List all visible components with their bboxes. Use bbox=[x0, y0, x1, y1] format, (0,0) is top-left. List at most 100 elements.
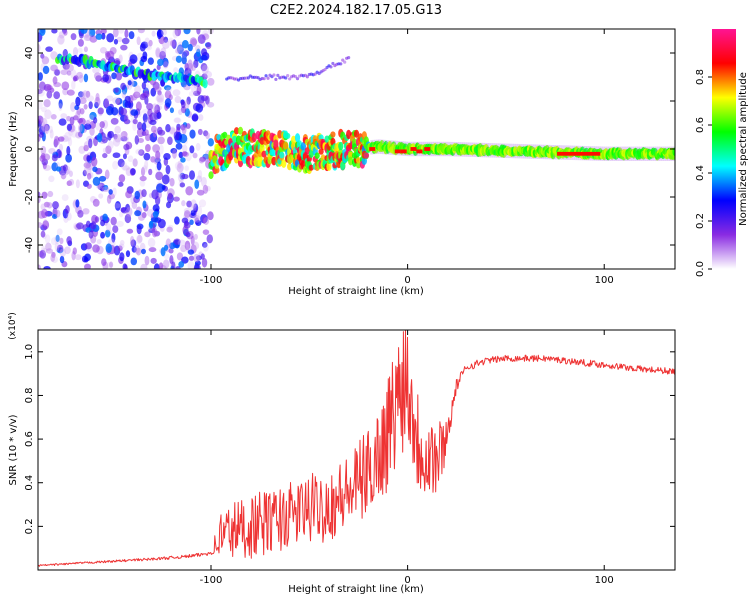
spectrogram-cell bbox=[66, 123, 73, 132]
spectrogram-cell bbox=[143, 152, 151, 161]
spectrogram-cell bbox=[119, 211, 124, 218]
spectrogram-cell bbox=[140, 248, 146, 255]
spectrogram-cell bbox=[65, 64, 74, 72]
spectrogram-cell bbox=[363, 152, 369, 159]
spectrogram-cell bbox=[96, 132, 103, 143]
spectrogram-cell bbox=[201, 258, 208, 268]
spectrogram-cell bbox=[300, 141, 307, 152]
spectrogram-cell bbox=[180, 157, 186, 163]
snr-panel: -100 0 100 0.2 0.4 0.6 0.8 1.0 Height of strai… bbox=[8, 312, 676, 595]
spectrogram-cell bbox=[65, 153, 72, 163]
spectrogram-cell bbox=[197, 205, 203, 216]
spectrogram-cell bbox=[86, 119, 91, 126]
spectrogram-cell bbox=[262, 77, 266, 81]
spectrogram-cell bbox=[55, 209, 61, 218]
spectrogram-cell bbox=[187, 43, 193, 52]
spectrogram-cell bbox=[43, 164, 52, 171]
snr-series-line bbox=[38, 330, 675, 567]
spectrogram-cell bbox=[108, 189, 113, 195]
spectrogram-cell bbox=[152, 103, 158, 113]
spectrogram-cell bbox=[195, 103, 204, 113]
spectrogram-cell bbox=[197, 34, 206, 45]
spectrogram-cell bbox=[106, 223, 112, 232]
spectrogram-cell bbox=[174, 161, 183, 171]
spectrogram-cell bbox=[177, 44, 184, 55]
spectrogram-cell bbox=[126, 228, 134, 234]
spectrogram-cell bbox=[77, 124, 83, 133]
spectrogram-cell bbox=[283, 141, 289, 150]
spectrogram-cell bbox=[48, 175, 55, 183]
spectrogram-cell bbox=[181, 50, 188, 59]
spectrogram-cell bbox=[194, 215, 201, 223]
spectrogram-cell bbox=[38, 191, 41, 198]
spectrogram-cell bbox=[124, 29, 129, 38]
spectrogram-cell bbox=[144, 255, 150, 266]
spectrogram-cell bbox=[206, 101, 215, 108]
spectrogram-cell bbox=[173, 117, 182, 124]
spectrogram-cell bbox=[138, 149, 145, 156]
spectrogram-cell bbox=[101, 186, 110, 193]
spectrogram-cell bbox=[174, 95, 182, 104]
spectrogram-cell bbox=[83, 34, 92, 42]
spectrogram-cell bbox=[186, 200, 193, 208]
spectrogram-cell bbox=[95, 33, 103, 40]
spectrogram-cell bbox=[44, 109, 52, 120]
spectrogram-cell bbox=[369, 147, 376, 151]
spectrogram-cell bbox=[80, 29, 88, 35]
spectrogram-cell bbox=[155, 48, 161, 59]
spectrogram-cell bbox=[177, 239, 186, 246]
spectrogram-cell bbox=[137, 121, 143, 131]
spectrogram-cell bbox=[38, 264, 41, 269]
spectrogram-cell bbox=[153, 263, 160, 269]
spectrogram-cell bbox=[56, 244, 64, 253]
spectrogram-cell bbox=[117, 133, 124, 142]
spectrogram-cell bbox=[341, 58, 345, 62]
spectrogram-cell bbox=[86, 155, 91, 162]
spectrogram-cell bbox=[122, 165, 130, 171]
spectrogram-cell bbox=[189, 129, 196, 139]
spectrogram-cell bbox=[251, 132, 257, 143]
spectrogram-cell bbox=[58, 99, 63, 109]
spectrogram-cell bbox=[88, 101, 93, 110]
spectrogram-cell bbox=[132, 158, 138, 167]
spectrogram-cell bbox=[46, 90, 53, 99]
spectrogram-cell bbox=[49, 129, 54, 139]
spectrogram-cell bbox=[41, 208, 48, 219]
spectrogram-cell bbox=[166, 226, 173, 233]
spectrogram-cell bbox=[279, 151, 285, 159]
spectrogram-cell bbox=[43, 123, 50, 132]
spectrogram-cell bbox=[112, 29, 119, 38]
spectrogram-cell bbox=[233, 127, 240, 135]
spectrogram-cell bbox=[106, 261, 113, 269]
spectrogram-cell bbox=[88, 138, 93, 149]
spectrogram-cell bbox=[120, 82, 126, 90]
spectrogram-cell bbox=[185, 186, 194, 196]
spectrogram-cell bbox=[39, 155, 46, 162]
spectrogram-cell bbox=[167, 224, 174, 231]
spectrogram-cell bbox=[202, 241, 208, 248]
spectrogram-cell bbox=[195, 142, 201, 151]
spectrogram-cell bbox=[125, 206, 133, 217]
spectrogram-x-axis: -100 0 100 bbox=[200, 29, 614, 286]
spectrogram-cell bbox=[288, 77, 292, 81]
spectrogram-cell bbox=[348, 156, 354, 166]
spectrogram-cell bbox=[58, 31, 65, 39]
spectrogram-cell bbox=[318, 148, 324, 155]
spectrogram-cell bbox=[41, 106, 47, 113]
spectrogram-cell bbox=[43, 99, 51, 108]
colorbar-tick-label: 0.6 bbox=[695, 117, 706, 133]
spectrogram-cell bbox=[64, 246, 71, 255]
spectrogram-cell bbox=[59, 237, 64, 245]
spectrogram-cell bbox=[114, 201, 121, 211]
spectrogram-cell bbox=[58, 143, 64, 152]
spectrogram-cell bbox=[198, 114, 204, 121]
spectrogram-cell bbox=[165, 124, 171, 133]
spectrogram-cell bbox=[72, 76, 78, 82]
spectrogram-cell bbox=[205, 95, 210, 105]
spectrogram-cell bbox=[111, 233, 116, 243]
spectrogram-cell bbox=[100, 231, 106, 239]
spectrogram-cell bbox=[135, 148, 143, 155]
snr-plot-area bbox=[38, 330, 675, 567]
spectrogram-cell bbox=[113, 38, 119, 45]
spectrogram-cell bbox=[57, 34, 65, 45]
